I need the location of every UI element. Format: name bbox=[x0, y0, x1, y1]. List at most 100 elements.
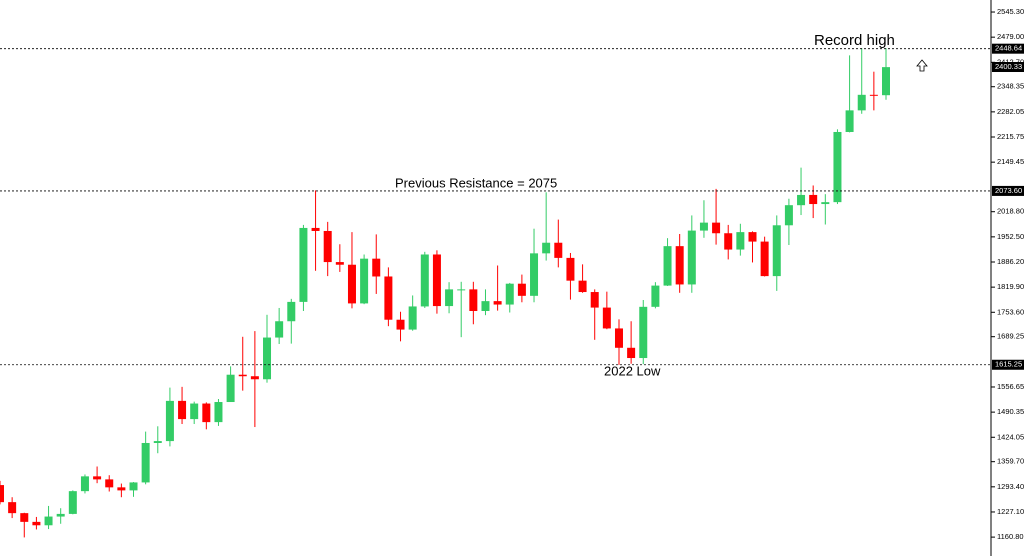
candle-body bbox=[639, 306, 648, 359]
level-label: 1615.25 bbox=[995, 360, 1022, 369]
annotation: Previous Resistance = 2075 bbox=[395, 175, 557, 190]
candle-body bbox=[797, 194, 806, 206]
candle-body bbox=[857, 94, 866, 111]
candle-body bbox=[869, 94, 878, 96]
current-price-box bbox=[992, 62, 1024, 73]
candle-body bbox=[226, 374, 235, 403]
candle-body bbox=[396, 319, 405, 330]
candle-body bbox=[493, 301, 502, 305]
candle-body bbox=[32, 521, 41, 526]
candle-body bbox=[772, 225, 781, 277]
candle-body bbox=[457, 289, 466, 291]
candle-body bbox=[760, 241, 769, 277]
y-tick-label: 1293.40 bbox=[997, 482, 1024, 491]
candle-body bbox=[602, 307, 611, 329]
level-label: 2073.60 bbox=[995, 186, 1022, 195]
candle-body bbox=[420, 254, 429, 307]
y-tick-label: 1886.20 bbox=[997, 257, 1024, 266]
candle-body bbox=[360, 258, 369, 304]
candle-body bbox=[190, 403, 199, 420]
candle-body bbox=[833, 131, 842, 203]
candle-body bbox=[675, 246, 684, 285]
candle-body bbox=[384, 276, 393, 320]
candle-body bbox=[809, 194, 818, 205]
annotation: 2022 Low bbox=[604, 363, 661, 378]
candle-body bbox=[129, 482, 138, 491]
candle-body bbox=[44, 516, 53, 526]
candle-body bbox=[335, 262, 344, 265]
candle-body bbox=[445, 289, 454, 307]
candle-body bbox=[614, 328, 623, 348]
candle-body bbox=[238, 374, 247, 377]
y-tick-label: 2018.80 bbox=[997, 207, 1024, 216]
y-tick-label: 1753.60 bbox=[997, 307, 1024, 316]
level-label: 2448.64 bbox=[995, 44, 1022, 53]
candle-body bbox=[748, 232, 757, 242]
candle-body bbox=[687, 230, 696, 285]
candle-body bbox=[250, 376, 259, 380]
y-tick-label: 2282.05 bbox=[997, 107, 1024, 116]
y-tick-label: 2545.30 bbox=[997, 7, 1024, 16]
candle-body bbox=[68, 491, 77, 514]
y-tick-label: 1359.70 bbox=[997, 457, 1024, 466]
candle-body bbox=[56, 513, 65, 517]
current-price-label: 2400.33 bbox=[995, 62, 1022, 71]
candle-body bbox=[0, 485, 4, 503]
candle-body bbox=[93, 476, 102, 480]
candle-body bbox=[287, 301, 296, 322]
annotation: Record high bbox=[814, 32, 895, 49]
candle-body bbox=[627, 347, 636, 359]
y-tick-label: 1819.90 bbox=[997, 282, 1024, 291]
candle-body bbox=[845, 110, 854, 132]
y-tick-label: 1160.80 bbox=[997, 532, 1024, 541]
candle-body bbox=[299, 227, 308, 302]
candle-body bbox=[736, 232, 745, 250]
level-label-box bbox=[992, 359, 1024, 370]
candle-body bbox=[153, 441, 162, 443]
candle-body bbox=[724, 233, 733, 250]
candle-body bbox=[8, 502, 17, 514]
level-label-box bbox=[992, 43, 1024, 54]
candle-body bbox=[578, 280, 587, 293]
candle-body bbox=[566, 257, 575, 281]
candle-body bbox=[408, 306, 417, 330]
candle-body bbox=[590, 292, 599, 308]
candle-body bbox=[554, 242, 563, 258]
y-tick-label: 1424.05 bbox=[997, 432, 1024, 441]
candle-body bbox=[530, 253, 539, 296]
candle-body bbox=[372, 258, 381, 277]
candle-body bbox=[214, 402, 223, 423]
candle-body bbox=[80, 476, 89, 492]
candle-body bbox=[505, 283, 514, 305]
y-tick-label: 2348.35 bbox=[997, 82, 1024, 91]
candle-body bbox=[323, 230, 332, 263]
candle-body bbox=[165, 400, 174, 442]
candle-body bbox=[481, 301, 490, 311]
candle-body bbox=[784, 205, 793, 226]
y-tick-label: 1490.35 bbox=[997, 407, 1024, 416]
y-tick-label: 1689.25 bbox=[997, 332, 1024, 341]
candle-body bbox=[821, 202, 830, 205]
candle-body bbox=[275, 321, 284, 338]
y-tick-label: 1556.65 bbox=[997, 382, 1024, 391]
candle-body bbox=[712, 222, 721, 234]
candle-body bbox=[432, 254, 441, 307]
candle-body bbox=[311, 227, 320, 231]
y-tick-label: 2479.00 bbox=[997, 32, 1024, 41]
candle-body bbox=[542, 242, 551, 254]
candle-body bbox=[699, 222, 708, 231]
y-tick-label: 2149.45 bbox=[997, 157, 1024, 166]
candle-body bbox=[663, 246, 672, 286]
y-tick-label: 2215.75 bbox=[997, 132, 1024, 141]
up-arrow-icon bbox=[916, 59, 928, 72]
candle-body bbox=[117, 487, 126, 491]
candle-body bbox=[105, 479, 114, 488]
candle-body bbox=[202, 403, 211, 423]
candle-body bbox=[20, 513, 29, 522]
candle-body bbox=[263, 337, 272, 380]
candle-body bbox=[178, 400, 187, 420]
y-tick-label: 2412.70 bbox=[997, 57, 1024, 66]
y-tick-label: 1227.10 bbox=[997, 507, 1024, 516]
